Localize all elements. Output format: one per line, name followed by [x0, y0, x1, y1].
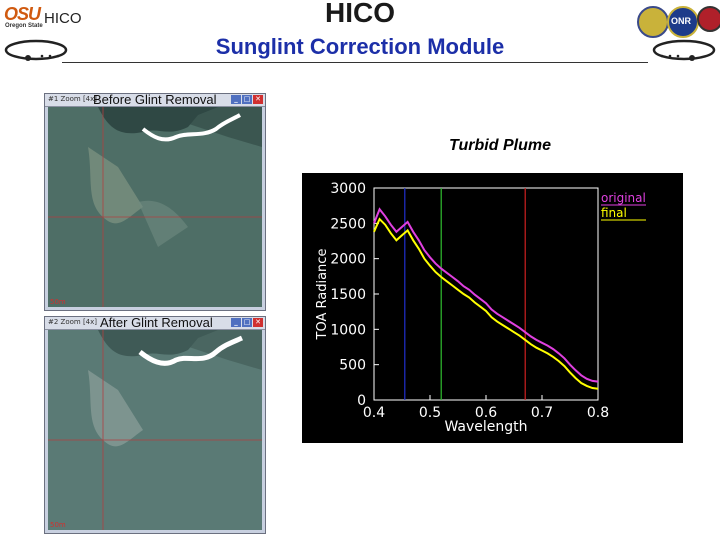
- after-glint-image[interactable]: 50m: [48, 330, 262, 530]
- plot-frame: [373, 187, 599, 401]
- window-title-label: Before Glint Removal: [93, 92, 217, 107]
- agency-emblem-icon: [697, 6, 720, 32]
- orbit-left-icon: [4, 39, 68, 61]
- osu-logo-subtext: Oregon State: [5, 23, 43, 29]
- page-subtitle: Sunglint Correction Module: [215, 34, 505, 59]
- x-axis-label: Wavelength: [444, 419, 527, 435]
- series-original-line: [373, 207, 599, 383]
- maximize-button[interactable]: □: [242, 95, 252, 104]
- y-tick-label: 1500: [330, 287, 366, 303]
- zoom-caption: #2 Zoom [4x]: [48, 318, 98, 326]
- legend-label: final: [601, 206, 627, 220]
- legend-label: original: [601, 191, 646, 205]
- y-tick-label: 0: [357, 393, 366, 409]
- chart-canvas: 0 500 1000 1500 2000 2500 3000 0.4 0.5 0.6 0.7 0.8 W…: [315, 181, 646, 435]
- title-divider: [62, 62, 648, 63]
- y-tick-label: 500: [339, 358, 366, 374]
- nrl-emblem-icon: [637, 6, 669, 38]
- window-titlebar[interactable]: #1 Zoom [4x] Before Glint Removal _ □ ✕: [45, 92, 265, 107]
- window-titlebar[interactable]: #2 Zoom [4x] After Glint Removal _ □ ✕: [45, 315, 265, 330]
- scale-label: 50m: [50, 298, 66, 306]
- after-glint-window[interactable]: #2 Zoom [4x] After Glint Removal _ □ ✕ 5…: [44, 315, 266, 534]
- x-tick-label: 0.5: [419, 405, 441, 421]
- radiance-chart: 0 500 1000 1500 2000 2500 3000 0.4 0.5 0.6 0.7 0.8 W…: [302, 173, 683, 443]
- series-final-line: [373, 217, 599, 390]
- y-tick-label: 3000: [330, 181, 366, 197]
- chart-title: Turbid Plume: [449, 137, 551, 154]
- before-glint-image[interactable]: 50m: [48, 107, 262, 307]
- orbit-right-icon: [652, 39, 716, 61]
- y-tick-label: 1000: [330, 322, 366, 338]
- minimize-button[interactable]: _: [231, 95, 241, 104]
- page-title: HICO: [325, 0, 395, 28]
- before-glint-window[interactable]: #1 Zoom [4x] Before Glint Removal _ □ ✕ …: [44, 92, 266, 311]
- y-tick-label: 2000: [330, 252, 366, 268]
- x-tick-label: 0.8: [587, 405, 609, 421]
- y-axis-label: TOA Radiance: [315, 249, 330, 341]
- onr-emblem-icon: ONR: [667, 6, 699, 38]
- zoom-caption: #1 Zoom [4x]: [48, 95, 98, 103]
- scale-label: 50m: [50, 521, 66, 529]
- y-tick-label: 2500: [330, 216, 366, 232]
- close-button[interactable]: ✕: [253, 318, 263, 327]
- window-title-label: After Glint Removal: [100, 315, 213, 330]
- x-tick-label: 0.6: [475, 405, 497, 421]
- minimize-button[interactable]: _: [231, 318, 241, 327]
- close-button[interactable]: ✕: [253, 95, 263, 104]
- x-tick-label: 0.7: [531, 405, 553, 421]
- hico-small-label: HICO: [44, 10, 82, 27]
- osu-logo: OSU Oregon State HICO: [4, 4, 82, 34]
- x-tick-label: 0.4: [363, 405, 385, 421]
- osu-logo-mark: OSU: [4, 4, 41, 24]
- maximize-button[interactable]: □: [242, 318, 252, 327]
